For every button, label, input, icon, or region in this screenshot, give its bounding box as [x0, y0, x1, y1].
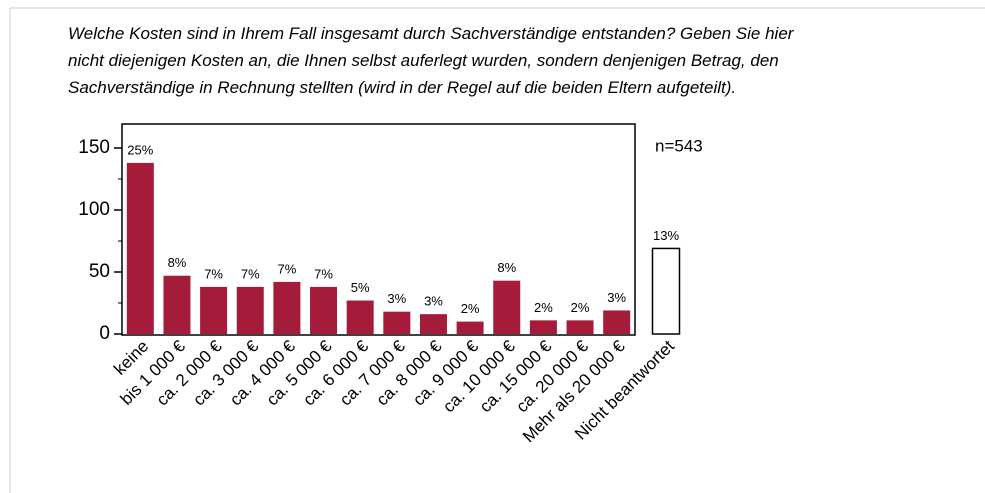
- bar: [566, 320, 594, 334]
- value-label: 2%: [461, 301, 480, 316]
- title-line: nicht diejenigen Kosten an, die Ihnen se…: [68, 51, 779, 70]
- bar: [419, 314, 447, 334]
- bar: [346, 300, 374, 334]
- bar: [456, 321, 484, 334]
- title-line: Sachverständige in Rechnung stellten (wi…: [68, 78, 736, 97]
- bar: [236, 286, 264, 334]
- y-tick-label: 50: [89, 261, 110, 282]
- y-tick-label: 100: [78, 199, 110, 220]
- bar: [529, 320, 557, 334]
- value-label: 2%: [534, 300, 553, 315]
- bar: [126, 162, 154, 334]
- value-label: 25%: [127, 142, 153, 157]
- value-label: 7%: [314, 266, 333, 281]
- bar: [273, 281, 301, 334]
- value-label: 7%: [277, 261, 296, 276]
- value-label: 2%: [571, 300, 590, 315]
- bar: [163, 275, 191, 334]
- value-label: 7%: [241, 266, 260, 281]
- bar: [493, 280, 521, 334]
- bar: [383, 311, 411, 334]
- y-tick-label: 0: [99, 323, 110, 344]
- value-label: 7%: [204, 266, 223, 281]
- value-label: 8%: [497, 260, 516, 275]
- value-label: 8%: [168, 255, 187, 270]
- plot-frame: [121, 123, 636, 336]
- annotation: n=543: [655, 136, 703, 155]
- value-label: 5%: [351, 280, 370, 295]
- value-label: 3%: [387, 291, 406, 306]
- value-label: 13%: [653, 228, 679, 243]
- value-label: 3%: [607, 290, 626, 305]
- bar: [310, 286, 338, 334]
- bar: [651, 247, 681, 335]
- value-label: 3%: [424, 294, 443, 309]
- y-tick-label: 150: [78, 137, 110, 158]
- bar: [603, 310, 631, 334]
- title-line: Welche Kosten sind in Ihrem Fall insgesa…: [68, 24, 795, 43]
- bar: [200, 286, 228, 334]
